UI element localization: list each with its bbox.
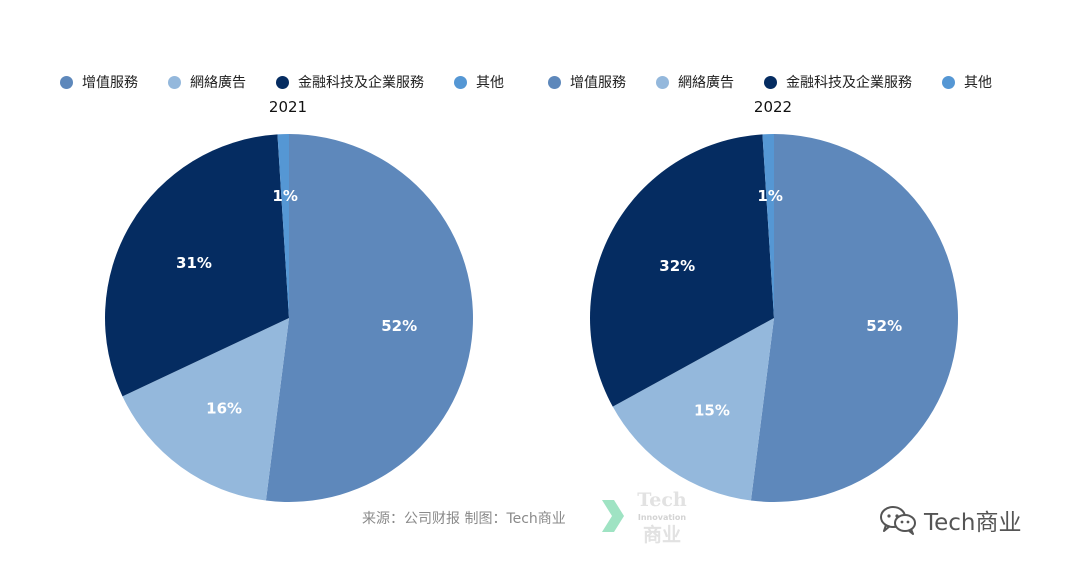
chart-title-2021: 2021	[268, 98, 308, 116]
logo-line1: Tech	[637, 489, 687, 511]
pie-chart-2021: 52% 16% 31% 1%	[104, 134, 473, 502]
logo-line3: 商业	[643, 523, 681, 546]
legend-swatch	[454, 75, 467, 89]
legend-2022: 增值服務 網絡廣告 金融科技及企業服務 其他	[548, 71, 992, 93]
wechat-icon	[880, 506, 916, 535]
legend-item: 增值服務	[60, 72, 138, 92]
wechat-watermark: Tech商业	[878, 503, 1022, 537]
pie-chart-2022: 52% 15% 32% 1%	[590, 134, 958, 502]
legend-item: 網絡廣告	[656, 72, 734, 92]
legend-item: 增值服務	[548, 72, 626, 92]
pie-slice-fintech-business-services	[590, 134, 774, 407]
pie-slice-value-added-services	[750, 134, 958, 502]
legend-label: 增值服務	[82, 75, 138, 91]
legend-item: 金融科技及企業服務	[764, 72, 912, 92]
legend-label: 其他	[476, 75, 504, 91]
slice-label-fintech-business-services: 31%	[176, 254, 212, 272]
pie-slice-others	[277, 134, 289, 318]
legend-label: 其他	[964, 75, 992, 91]
slice-label-online-advertising: 15%	[694, 401, 730, 419]
legend-swatch	[764, 75, 777, 89]
slice-label-fintech-business-services: 32%	[659, 257, 695, 275]
chart-title-2022: 2022	[753, 98, 793, 116]
legend-swatch	[942, 75, 955, 89]
tech-innovation-logo: Tech Innovation 商业	[602, 489, 687, 546]
legend-label: 網絡廣告	[678, 75, 734, 91]
pie-slice-others	[762, 134, 774, 318]
legend-swatch	[60, 75, 73, 89]
pie-slice-online-advertising	[122, 318, 289, 501]
source-note: 来源：公司财报 制图：Tech商业	[362, 511, 566, 527]
legend-item: 網絡廣告	[168, 72, 246, 92]
slice-label-online-advertising: 16%	[206, 399, 242, 417]
legend-label: 金融科技及企業服務	[298, 75, 424, 91]
slice-label-value-added-services: 52%	[381, 317, 417, 335]
legend-item: 其他	[942, 72, 992, 92]
slice-label-others: 1%	[757, 187, 782, 205]
logo-line2: Innovation	[638, 513, 687, 522]
legend-swatch	[168, 75, 181, 89]
slice-label-others: 1%	[272, 187, 297, 205]
watermark-text: Tech商业	[924, 510, 1022, 536]
legend-swatch	[276, 75, 289, 89]
legend-label: 金融科技及企業服務	[786, 75, 912, 91]
legend-swatch	[548, 75, 561, 89]
legend-2021: 增值服務 網絡廣告 金融科技及企業服務 其他	[60, 71, 504, 93]
pie-slice-fintech-business-services	[104, 134, 289, 397]
pie-slice-online-advertising	[612, 318, 774, 501]
slice-label-value-added-services: 52%	[866, 317, 902, 335]
legend-swatch	[656, 75, 669, 89]
legend-label: 增值服務	[570, 75, 626, 91]
legend-item: 金融科技及企業服務	[276, 72, 424, 92]
legend-item: 其他	[454, 72, 504, 92]
logo-chevron-shape	[602, 500, 624, 532]
pie-slice-value-added-services	[265, 134, 473, 502]
legend-label: 網絡廣告	[190, 75, 246, 91]
